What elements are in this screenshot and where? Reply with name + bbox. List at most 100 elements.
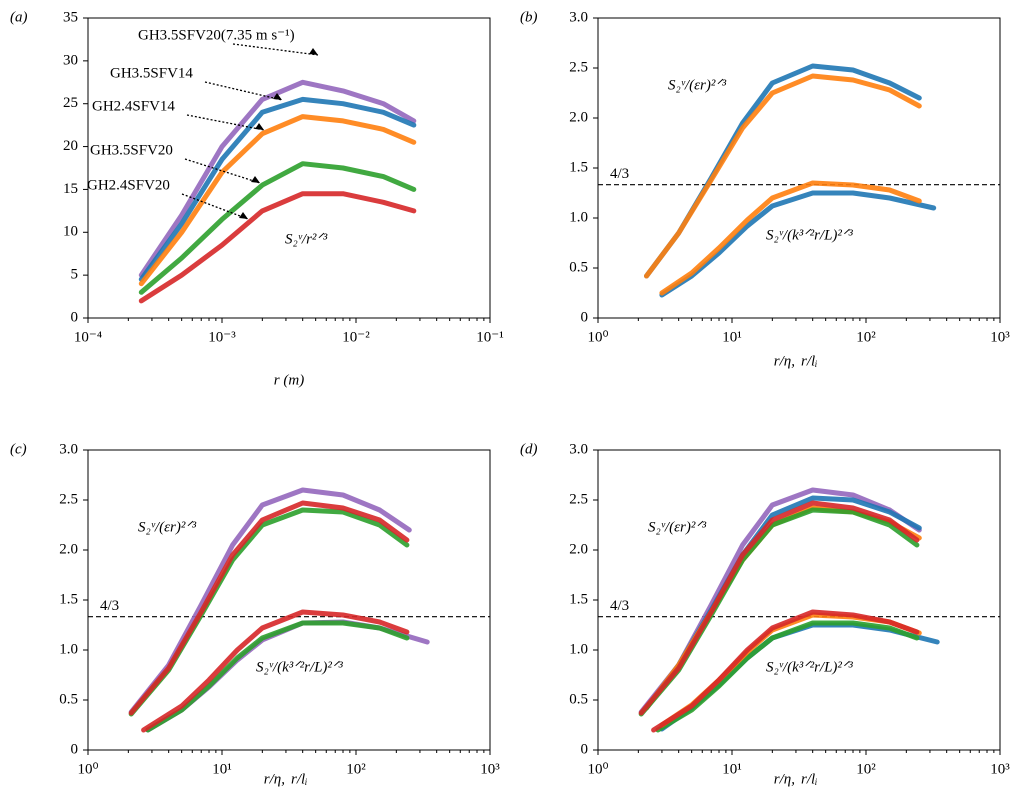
y-tick-label: 2.0	[59, 541, 78, 557]
plot-frame	[597, 17, 1001, 319]
arrow-head	[309, 48, 318, 55]
series-line	[138, 96, 417, 282]
curve-annotation: S₂ᵛ/(k³ᐟ²r/L)²ᐟ³	[256, 659, 343, 675]
y-tick-label: 0.5	[569, 691, 588, 707]
series-line	[659, 190, 937, 298]
x-axis-label: r (m)	[274, 372, 304, 388]
series-line	[638, 500, 920, 716]
x-axis-label: r/η,	[774, 353, 795, 369]
x-tick-label: 10³	[480, 761, 500, 777]
arrow-head	[239, 212, 248, 219]
x-tick-label: 10⁻³	[208, 329, 236, 345]
series-line	[141, 609, 410, 733]
series-line	[145, 620, 410, 733]
y-tick-label: 3.0	[569, 9, 588, 25]
reference-label: 4/3	[610, 166, 629, 182]
y-tick-label: 25	[63, 95, 78, 111]
y-tick-label: 1.5	[569, 591, 588, 607]
x-tick-label: 10²	[856, 329, 876, 345]
annotation-arrow	[184, 158, 261, 184]
series-annotation: GH2.4SFV20	[87, 177, 170, 193]
y-tick-label: 1.0	[569, 641, 588, 657]
y-tick-label: 10	[63, 224, 78, 240]
series-line	[638, 507, 920, 717]
y-tick-label: 3.0	[569, 441, 588, 457]
series-annotation: GH3.5SFV20	[90, 142, 173, 158]
curve-annotation: S₂ᵛ/(k³ᐟ²r/L)²ᐟ³	[766, 227, 853, 243]
panel-label: (b)	[520, 9, 538, 25]
annotation-arrow	[186, 114, 265, 131]
x-tick-label: 10²	[346, 761, 366, 777]
series-line	[651, 609, 920, 733]
y-tick-label: 0	[71, 309, 79, 325]
annotation-arrow	[204, 81, 283, 101]
x-tick-label: 10⁰	[77, 761, 98, 777]
series-line	[655, 620, 920, 733]
x-tick-label: 10³	[990, 761, 1010, 777]
reference-label: 4/3	[100, 598, 119, 614]
series-annotation: GH2.4SFV14	[92, 98, 175, 114]
annotation-arrow	[232, 43, 319, 56]
x-tick-label: 10¹	[212, 761, 232, 777]
curve-annotation: S₂ᵛ/(k³ᐟ²r/L)²ᐟ³	[766, 659, 853, 675]
x-tick-label: 10⁻¹	[476, 329, 503, 345]
series-line	[644, 73, 922, 279]
series-line	[644, 505, 922, 711]
plot-frame	[87, 449, 491, 751]
y-tick-label: 0	[71, 741, 79, 757]
x-axis-label: r/η,	[774, 771, 795, 787]
y-tick-label: 20	[63, 138, 78, 154]
arrow-head	[273, 93, 282, 100]
y-tick-label: 30	[63, 52, 78, 68]
series-annotation: GH3.5SFV14	[110, 65, 193, 81]
y-tick-label: 2.0	[569, 109, 588, 125]
series-line	[138, 79, 417, 278]
y-tick-label: 1.0	[569, 209, 588, 225]
y-tick-label: 5	[71, 267, 79, 283]
y-tick-label: 15	[63, 181, 78, 197]
curve-annotation: S₂ᵛ/r²ᐟ³	[285, 231, 328, 247]
y-tick-label: 1.0	[59, 641, 78, 657]
x-tick-label: 10⁻⁴	[74, 329, 102, 345]
x-tick-label: 10¹	[722, 329, 742, 345]
series-line	[644, 63, 922, 279]
x-tick-label: 10⁰	[587, 329, 608, 345]
x-tick-label: 10³	[990, 329, 1010, 345]
y-tick-label: 1.5	[59, 591, 78, 607]
series-line	[659, 622, 940, 732]
x-tick-label: 10¹	[722, 761, 742, 777]
series-line	[128, 507, 410, 717]
y-tick-label: 0	[581, 741, 589, 757]
arrow-head	[255, 123, 264, 130]
reference-label: 4/3	[610, 598, 629, 614]
curve-annotation: S₂ᵛ/(εr)²ᐟ³	[138, 519, 197, 535]
x-tick-label: 10⁻²	[342, 329, 370, 345]
x-axis-label: r/lᵢ	[291, 771, 308, 787]
y-tick-label: 2.0	[569, 541, 588, 557]
plot-frame	[87, 17, 491, 319]
series-annotation: GH3.5SFV20(7.35 m s⁻¹)	[138, 27, 295, 43]
plot-frame	[597, 449, 1001, 751]
arrow-head	[251, 176, 260, 183]
series-line	[659, 180, 922, 296]
x-tick-label: 10²	[856, 761, 876, 777]
series-line	[138, 114, 417, 287]
x-axis-label: r/η,	[264, 771, 285, 787]
panel-label: (d)	[520, 441, 538, 457]
panel-label: (c)	[10, 441, 27, 457]
curve-annotation: S₂ᵛ/(εr)²ᐟ³	[668, 77, 727, 93]
y-tick-label: 2.5	[569, 491, 588, 507]
y-tick-label: 0.5	[569, 259, 588, 275]
series-line	[138, 161, 417, 295]
y-tick-label: 2.5	[569, 59, 588, 75]
curve-annotation: S₂ᵛ/(εr)²ᐟ³	[648, 519, 707, 535]
y-tick-label: 1.5	[569, 159, 588, 175]
x-axis-label: r/lᵢ	[801, 353, 818, 369]
y-tick-label: 3.0	[59, 441, 78, 457]
x-tick-label: 10⁰	[587, 761, 608, 777]
y-tick-label: 2.5	[59, 491, 78, 507]
y-tick-label: 0.5	[59, 691, 78, 707]
y-tick-label: 35	[63, 9, 78, 25]
x-axis-label: r/lᵢ	[801, 771, 818, 787]
